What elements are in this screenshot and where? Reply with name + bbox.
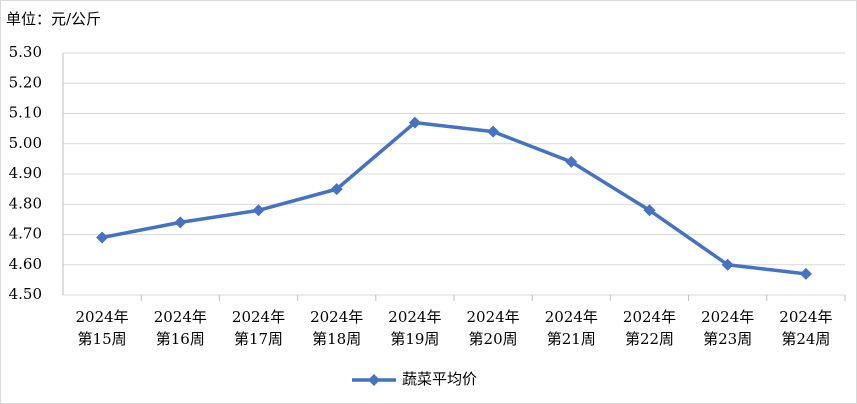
x-tick-label: 第24周 xyxy=(781,330,830,348)
x-tick-label: 第23周 xyxy=(703,330,752,348)
marker xyxy=(799,267,812,280)
x-tick-label: 第19周 xyxy=(390,330,439,348)
marker xyxy=(721,258,734,271)
x-tick-label: 2024年 xyxy=(76,308,129,326)
x-tick-label: 第18周 xyxy=(312,330,361,348)
marker xyxy=(408,116,421,129)
y-tick-label: 5.10 xyxy=(9,104,42,122)
x-tick-label: 2024年 xyxy=(623,308,676,326)
y-tick-label: 4.90 xyxy=(9,164,42,182)
marker xyxy=(252,204,265,217)
legend-label: 蔬菜平均价 xyxy=(402,370,477,388)
x-tick-label: 2024年 xyxy=(701,308,754,326)
y-tick-label: 4.70 xyxy=(9,225,42,243)
y-tick-label: 5.20 xyxy=(9,73,42,91)
x-tick-label: 2024年 xyxy=(388,308,441,326)
x-tick-label: 第22周 xyxy=(625,330,674,348)
x-tick-label: 第17周 xyxy=(234,330,283,348)
legend-marker xyxy=(368,374,380,386)
x-tick-label: 2024年 xyxy=(467,308,520,326)
series-line xyxy=(101,120,807,276)
x-tick-label: 第20周 xyxy=(469,330,518,348)
marker xyxy=(96,231,109,244)
marker xyxy=(643,204,656,217)
y-tick-label: 5.30 xyxy=(9,43,42,61)
marker xyxy=(565,155,578,168)
x-tick-label: 第15周 xyxy=(78,330,127,348)
unit-label: 单位：元/公斤 xyxy=(6,10,101,28)
x-tick-label: 2024年 xyxy=(232,308,285,326)
marker xyxy=(174,216,187,229)
y-tick-label: 5.00 xyxy=(9,134,42,152)
x-tick-label: 2024年 xyxy=(779,308,832,326)
x-tick-label: 2024年 xyxy=(310,308,363,326)
y-tick-label: 4.80 xyxy=(9,194,42,212)
marker xyxy=(330,183,343,196)
y-tick-label: 4.60 xyxy=(9,255,42,273)
x-tick-label: 第16周 xyxy=(156,330,205,348)
x-tick-label: 第21周 xyxy=(547,330,596,348)
marker xyxy=(487,125,500,138)
y-tick-label: 4.50 xyxy=(9,285,42,303)
x-tick-label: 2024年 xyxy=(545,308,598,326)
x-tick-label: 2024年 xyxy=(154,308,207,326)
